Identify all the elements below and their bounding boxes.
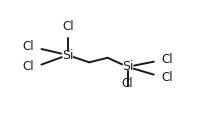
Text: Cl: Cl (122, 78, 133, 91)
Text: Si: Si (62, 48, 73, 62)
Text: Si: Si (122, 60, 133, 73)
Text: Cl: Cl (22, 40, 34, 53)
Text: Cl: Cl (62, 20, 73, 33)
Text: Cl: Cl (161, 53, 173, 66)
Text: Cl: Cl (161, 71, 173, 84)
Text: Cl: Cl (22, 60, 34, 73)
